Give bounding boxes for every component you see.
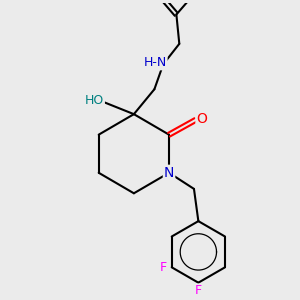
Text: N: N	[164, 166, 174, 180]
Text: F: F	[160, 261, 167, 274]
Text: F: F	[195, 284, 202, 297]
Text: HO: HO	[85, 94, 104, 107]
Text: O: O	[196, 112, 207, 126]
Text: H-N: H-N	[143, 56, 167, 69]
